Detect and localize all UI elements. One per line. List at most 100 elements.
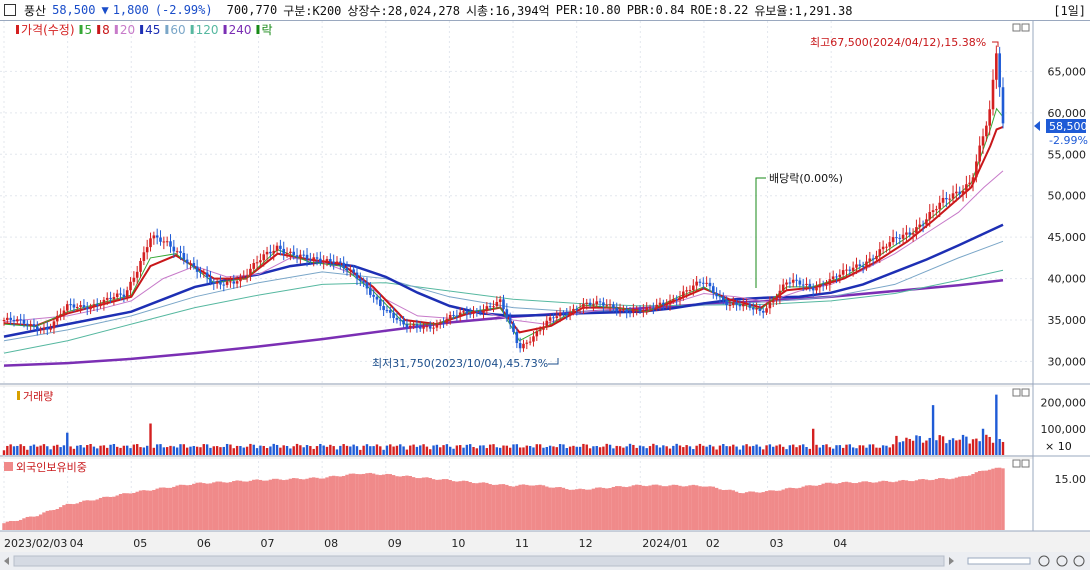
volume-bar (455, 445, 459, 455)
foreign-ratio-bar (248, 480, 253, 530)
foreign-ratio-bar (425, 477, 429, 530)
horizontal-scrollbar[interactable] (13, 555, 945, 567)
foreign-ratio-bar (828, 482, 832, 530)
volume-bar (975, 438, 978, 455)
foreign-ratio-bar (538, 484, 542, 530)
candle-body (818, 284, 822, 288)
foreign-ratio-bar (238, 480, 243, 530)
close-icon[interactable] (1021, 23, 1030, 32)
volume-bar (618, 446, 622, 455)
volume-bar (908, 438, 911, 455)
foreign-ratio-bar (148, 490, 153, 530)
foreign-ratio-bar (15, 520, 20, 530)
foreign-ratio-bar (535, 485, 539, 530)
foreign-ratio-bar (911, 481, 915, 530)
volume-bar (715, 449, 718, 455)
foreign-ratio-bar (108, 496, 113, 530)
foreign-ratio-bar (518, 484, 522, 530)
volume-bar (282, 445, 285, 455)
volume-bar (405, 449, 409, 455)
volume-bar (62, 445, 66, 455)
foreign-ratio-bar (451, 481, 456, 530)
volume-bar (821, 444, 825, 455)
candle-body (528, 341, 532, 343)
foreign-ratio-bar (918, 479, 922, 530)
foreign-ratio-bar (625, 487, 629, 530)
foreign-ratio-bar (438, 479, 442, 530)
foreign-ratio-bar (808, 485, 812, 530)
candle-body (199, 271, 202, 273)
volume-bar (425, 446, 429, 455)
candle-body (665, 304, 668, 306)
close-icon[interactable] (1021, 459, 1030, 468)
candle-body (139, 260, 142, 272)
candle-body (795, 279, 798, 281)
volume-bar (42, 444, 46, 455)
zoom-slider[interactable] (967, 557, 1031, 565)
scroll-left-icon[interactable] (4, 557, 9, 565)
legend-swatch (256, 25, 260, 34)
foreign-ratio-bar (794, 488, 799, 530)
candle-body (205, 272, 209, 278)
foreign-ratio-bar (158, 487, 163, 530)
foreign-ratio-bar (834, 483, 839, 530)
volume-bar (665, 446, 668, 455)
volume-bar (449, 446, 452, 455)
candle-body (79, 305, 82, 307)
foreign-ratio-bar (58, 507, 63, 530)
close-icon[interactable] (1021, 388, 1030, 397)
candle-body (778, 290, 782, 298)
volume-panel-title: 거래량 (23, 390, 53, 403)
volume-bar (342, 444, 345, 455)
foreign-ratio-bar (215, 481, 219, 530)
volume-bar (462, 447, 465, 455)
foreign-ratio-bar (295, 478, 299, 530)
foreign-ratio-bar (431, 479, 436, 530)
candle-body (545, 320, 549, 327)
period-selector[interactable]: [1일] (1053, 4, 1086, 18)
foreign-ratio-bar (278, 479, 283, 530)
minimize-icon[interactable] (1012, 459, 1021, 468)
foreign-ratio-bar (508, 486, 512, 530)
foreign-ratio-bar (728, 489, 732, 530)
volume-bar (578, 446, 582, 455)
foreign-ratio-bar (651, 484, 656, 530)
volume-tick-label: 100,000 (1041, 423, 1087, 436)
candle-body (632, 309, 635, 313)
volume-bar (389, 444, 392, 455)
zoom-in-icon[interactable] (1056, 555, 1068, 567)
minimize-icon[interactable] (1012, 23, 1021, 32)
volume-bar (698, 443, 702, 455)
foreign-ratio-bar (351, 473, 356, 530)
foreign-ratio-bar (222, 482, 226, 530)
zoom-out-icon[interactable] (1038, 555, 1050, 567)
candle-body (508, 317, 512, 324)
zoom-reset-icon[interactable] (1073, 555, 1085, 567)
scroll-right-icon[interactable] (949, 557, 954, 565)
dividend-marker (755, 177, 766, 288)
volume-bar (772, 446, 775, 455)
volume-bar (12, 446, 16, 455)
candle-body (69, 304, 72, 306)
candle-body (189, 263, 192, 265)
minimize-icon[interactable] (1012, 388, 1021, 397)
candle-body (488, 306, 492, 308)
volume-bar (798, 445, 802, 455)
foreign-ratio-bar (801, 486, 805, 530)
price-panel-buttons[interactable] (1012, 23, 1030, 468)
foreign-ratio-bar (784, 488, 789, 530)
foreign-ratio-bar (954, 477, 959, 530)
candle-body (305, 254, 309, 260)
foreign-ratio-bar (541, 485, 546, 530)
stock-name[interactable]: 풍산 (24, 3, 47, 18)
volume-bar (415, 446, 419, 455)
legend-label: 240 (229, 23, 252, 37)
foreign-ratio-bar (987, 469, 992, 530)
candle-body (55, 315, 59, 322)
volume-bar (652, 443, 655, 455)
foreign-ratio-bar (908, 481, 912, 530)
watchlist-checkbox[interactable] (4, 4, 16, 16)
volume-bar (752, 445, 755, 455)
candle-body (259, 260, 262, 263)
